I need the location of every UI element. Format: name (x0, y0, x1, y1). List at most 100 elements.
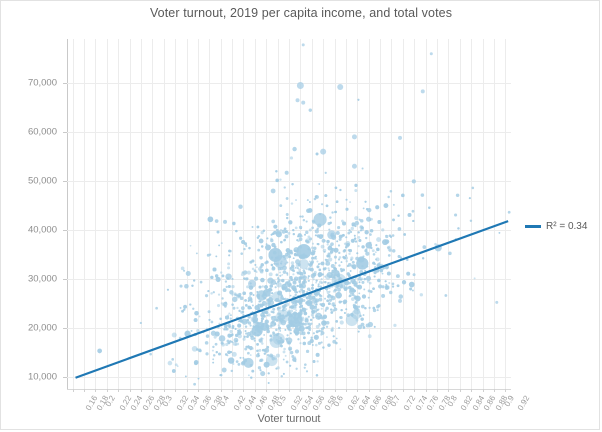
plot-area (67, 39, 511, 389)
scatter-point (198, 315, 201, 318)
scatter-point (325, 336, 328, 339)
scatter-point (218, 322, 221, 325)
scatter-point (232, 362, 235, 366)
y-axis-tick-label: 60,000 (27, 126, 57, 138)
scatter-point (260, 230, 264, 235)
scatter-point (345, 260, 349, 263)
scatter-point (311, 242, 315, 245)
scatter-point (276, 282, 282, 288)
scatter-point (350, 226, 354, 231)
scatter-point (217, 293, 221, 296)
scatter-point (339, 320, 344, 325)
scatter-point (216, 303, 221, 308)
x-axis-tick-mark (197, 389, 199, 392)
scatter-point (275, 338, 279, 342)
x-axis-tick-mark (95, 389, 97, 392)
scatter-point (298, 268, 301, 272)
x-axis-tick-label: 0.92 (516, 394, 532, 412)
scatter-point (366, 280, 369, 283)
scatter-point (339, 348, 342, 350)
scatter-point (258, 348, 262, 352)
scatter-point (299, 342, 302, 345)
x-axis-tick-mark (448, 389, 450, 392)
scatter-point (388, 281, 391, 285)
y-axis-tick-mark (63, 278, 67, 280)
scatter-point (268, 294, 273, 299)
scatter-point (180, 266, 185, 271)
scatter-point (328, 257, 333, 262)
scatter-point (368, 281, 372, 285)
x-axis-tick-mark (72, 389, 74, 392)
scatter-point (236, 306, 239, 310)
scatter-point (289, 156, 294, 160)
scatter-point (298, 259, 309, 270)
scatter-point (287, 231, 291, 235)
x-axis-tick-mark (323, 389, 325, 392)
scatter-point (246, 270, 251, 275)
y-axis-tick-label: 10,000 (27, 371, 57, 383)
x-axis-tick-mark (402, 389, 404, 392)
scatter-point (419, 293, 423, 297)
x-axis-tick-mark (345, 389, 347, 392)
scatter-point (371, 249, 375, 253)
scatter-point (307, 235, 311, 239)
scatter-point (338, 256, 342, 259)
scatter-point (320, 278, 323, 281)
scatter-point (220, 271, 223, 274)
x-axis-tick-mark (368, 389, 370, 392)
chart-title: Voter turnout, 2019 per capita income, a… (149, 6, 453, 20)
scatter-point (354, 188, 358, 193)
scatter-point (312, 278, 315, 281)
scatter-point (227, 262, 231, 266)
legend[interactable]: R² = 0.34 (525, 221, 587, 232)
scatter-point (310, 313, 315, 317)
x-axis-title: Voter turnout (257, 413, 321, 425)
x-axis-tick-mark (482, 389, 484, 392)
x-axis-tick-mark (232, 389, 234, 392)
x-axis-tick-mark (357, 389, 359, 392)
scatter-point (267, 313, 271, 317)
scatter-point (305, 308, 308, 311)
scatter-point (261, 342, 264, 345)
x-axis-tick-mark (300, 389, 302, 392)
scatter-point (268, 272, 273, 277)
scatter-point (176, 365, 179, 368)
scatter-point (294, 226, 298, 230)
scatter-point (284, 354, 287, 357)
scatter-point (167, 360, 173, 366)
scatter-point (274, 357, 277, 360)
scatter-point (345, 313, 358, 327)
scatter-point (227, 266, 231, 270)
scatter-point (211, 349, 214, 352)
scatter-point (174, 363, 178, 367)
x-axis-tick-mark (84, 389, 86, 392)
trendline-legend-swatch (525, 225, 541, 228)
scatter-point (231, 351, 237, 357)
y-axis-tick-mark (63, 132, 67, 133)
x-axis-tick-mark (437, 389, 438, 392)
scatter-point (290, 261, 295, 265)
scatter-point (308, 228, 312, 232)
x-axis-tick-mark (175, 389, 177, 392)
scatter-point (213, 335, 217, 339)
scatter-point (281, 273, 284, 276)
scatter-point (351, 297, 355, 302)
x-axis-tick-mark (266, 389, 268, 392)
scatter-point (277, 313, 280, 316)
scatter-point (326, 289, 328, 292)
scatter-points-layer (97, 43, 511, 386)
x-axis-tick-mark (186, 389, 188, 392)
scatter-point (295, 309, 297, 312)
scatter-point (374, 251, 377, 254)
scatter-point (229, 329, 233, 334)
scatter-point (249, 354, 252, 356)
scatter-point (228, 312, 231, 315)
scatter-point (191, 345, 198, 352)
x-axis-tick-mark (141, 389, 142, 392)
scatter-point (320, 244, 325, 249)
scatter-point (282, 350, 286, 354)
scatter-point (316, 260, 319, 263)
scatter-point (324, 275, 326, 278)
y-axis-tick-label: 20,000 (27, 322, 57, 334)
